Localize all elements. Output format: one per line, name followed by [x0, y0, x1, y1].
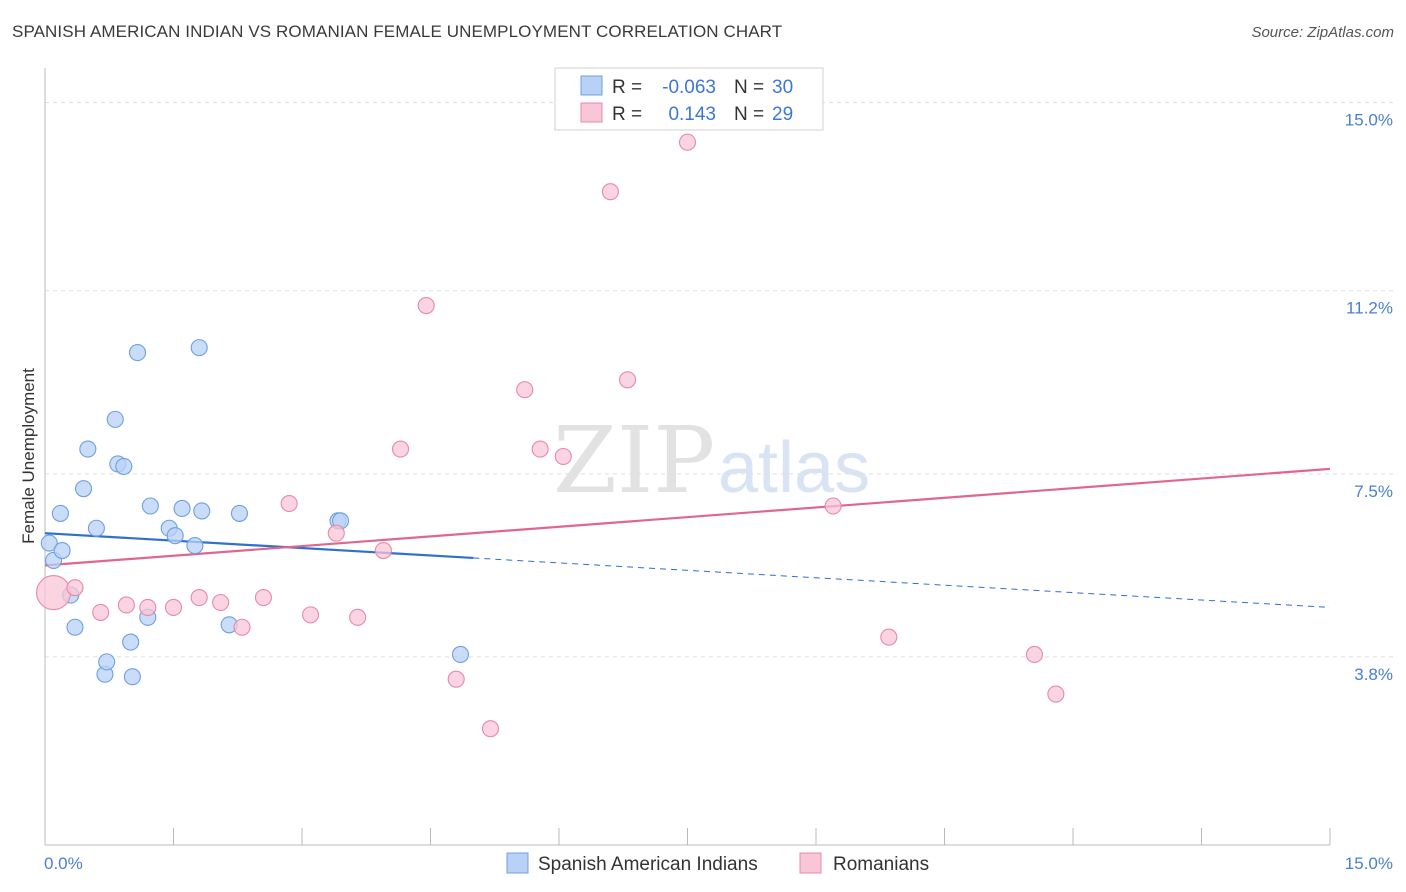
point-pink-19	[516, 381, 534, 399]
y-tick-label-0: 3.8%	[1354, 665, 1393, 684]
series-legend-swatch-blue	[506, 852, 529, 874]
correlation-legend: R = -0.063 N = 30 R = 0.143 N = 29	[554, 67, 824, 131]
legend-n-label-1: N =	[734, 77, 764, 98]
point-blue-13	[115, 457, 133, 475]
point-pink-14	[374, 541, 392, 560]
series-legend-swatch-pink	[799, 852, 822, 874]
point-blue-2	[53, 541, 71, 560]
point-pink-4	[139, 598, 157, 616]
point-blue-8	[87, 519, 105, 537]
point-blue-3	[51, 504, 69, 522]
point-pink-25	[824, 497, 842, 515]
point-pink-26	[880, 628, 898, 646]
point-pink-6	[190, 588, 208, 607]
point-pink-7	[212, 593, 230, 612]
point-blue-18	[141, 497, 159, 515]
data-points	[36, 133, 1065, 738]
legend-r-value-1: -0.063	[662, 77, 716, 98]
point-blue-16	[128, 344, 147, 362]
trend-line-blue	[44, 532, 474, 560]
point-pink-18	[481, 720, 500, 738]
point-blue-23	[190, 339, 208, 357]
point-blue-20	[166, 527, 184, 545]
legend-r-label-1: R =	[612, 77, 642, 98]
series-legend-label-pink: Romanians	[833, 854, 929, 875]
point-pink-0	[36, 575, 72, 611]
point-blue-26	[230, 504, 249, 522]
point-pink-23	[618, 371, 637, 389]
y-tick-label-2: 11.2%	[1346, 299, 1393, 318]
point-blue-24	[193, 502, 211, 520]
point-blue-15	[123, 668, 141, 686]
point-blue-0	[40, 534, 58, 552]
point-pink-9	[254, 588, 273, 607]
point-pink-22	[601, 183, 619, 201]
x-tick-label-min: 0.0%	[44, 854, 83, 873]
trend-line-pink	[44, 467, 1331, 567]
watermark-atlas: atlas	[718, 428, 870, 508]
point-blue-5	[66, 618, 84, 636]
legend-swatch-pink	[580, 102, 603, 123]
point-blue-10	[98, 653, 116, 671]
x-tick-label-max: 15.0%	[1345, 854, 1393, 873]
point-blue-29	[451, 645, 470, 664]
y-tick-label-1: 7.5%	[1354, 482, 1393, 501]
point-pink-11	[302, 606, 320, 624]
point-blue-11	[106, 410, 124, 428]
y-tick-label-3: 15.0%	[1345, 111, 1393, 130]
source-label: Source: ZipAtlas.com	[1251, 24, 1394, 41]
point-pink-20	[531, 440, 549, 458]
point-pink-1	[66, 579, 84, 597]
point-pink-27	[1025, 645, 1043, 664]
legend-n-value-1: 30	[772, 77, 793, 98]
point-pink-24	[678, 133, 697, 151]
point-pink-13	[349, 608, 367, 626]
point-pink-2	[92, 603, 110, 621]
chart-title: SPANISH AMERICAN INDIAN VS ROMANIAN FEMA…	[12, 22, 783, 41]
point-pink-15	[391, 440, 410, 458]
legend-r-label-2: R =	[612, 104, 642, 125]
point-blue-6	[75, 480, 93, 498]
point-pink-12	[327, 524, 345, 542]
point-blue-22	[186, 537, 204, 555]
axes	[44, 68, 1331, 846]
point-pink-3	[117, 596, 135, 614]
y-axis-title: Female Unemployment	[19, 368, 38, 544]
legend-n-label-2: N =	[734, 104, 764, 125]
grid-lines	[45, 102, 1395, 658]
point-pink-21	[554, 447, 572, 466]
point-pink-8	[233, 618, 251, 636]
point-blue-21	[173, 499, 191, 518]
point-pink-17	[447, 670, 465, 688]
y-tick-labels: 3.8% 7.5% 11.2% 15.0%	[1345, 111, 1393, 684]
trend-lines	[44, 467, 1331, 608]
point-blue-7	[79, 440, 97, 458]
point-pink-5	[164, 598, 183, 616]
series-legend-label-blue: Spanish American Indians	[538, 854, 758, 875]
point-pink-28	[1047, 685, 1065, 703]
point-blue-14	[122, 633, 140, 651]
watermark-zip: ZIP	[553, 407, 715, 514]
legend-n-value-2: 29	[772, 104, 793, 125]
legend-r-value-2: 0.143	[668, 104, 716, 125]
point-pink-16	[417, 297, 435, 315]
legend-swatch-blue	[580, 75, 603, 96]
series-legend: Spanish American Indians Romanians	[506, 852, 929, 875]
trend-line-blue-extension	[473, 557, 1331, 608]
point-pink-10	[280, 494, 298, 513]
